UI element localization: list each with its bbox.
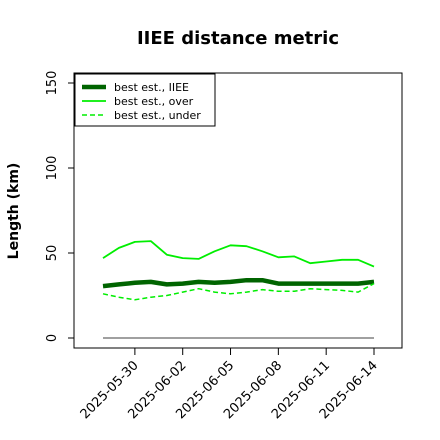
y-tick-label-3: 150: [45, 71, 60, 96]
x-axis: 2025-05-302025-06-022025-06-052025-06-08…: [78, 347, 381, 422]
y-tick-label-1: 50: [45, 245, 60, 262]
series-line-0: [102, 277, 375, 289]
legend-box: [74, 73, 216, 127]
legend-label-0: best est., IIEE: [114, 81, 189, 94]
legend-label-1: best est., over: [114, 95, 194, 108]
series-line-2: [102, 282, 375, 301]
y-axis-label: Length (km): [6, 163, 22, 260]
series-line-1: [102, 240, 375, 268]
y-tick-label-2: 100: [45, 156, 60, 181]
y-tick-label-0: 0: [45, 334, 60, 342]
series-layer: [102, 240, 375, 301]
legend-label-2: best est., under: [114, 109, 201, 122]
y-axis: 0 50 100 150: [45, 71, 75, 342]
chart-title: IIEE distance metric: [137, 28, 339, 49]
